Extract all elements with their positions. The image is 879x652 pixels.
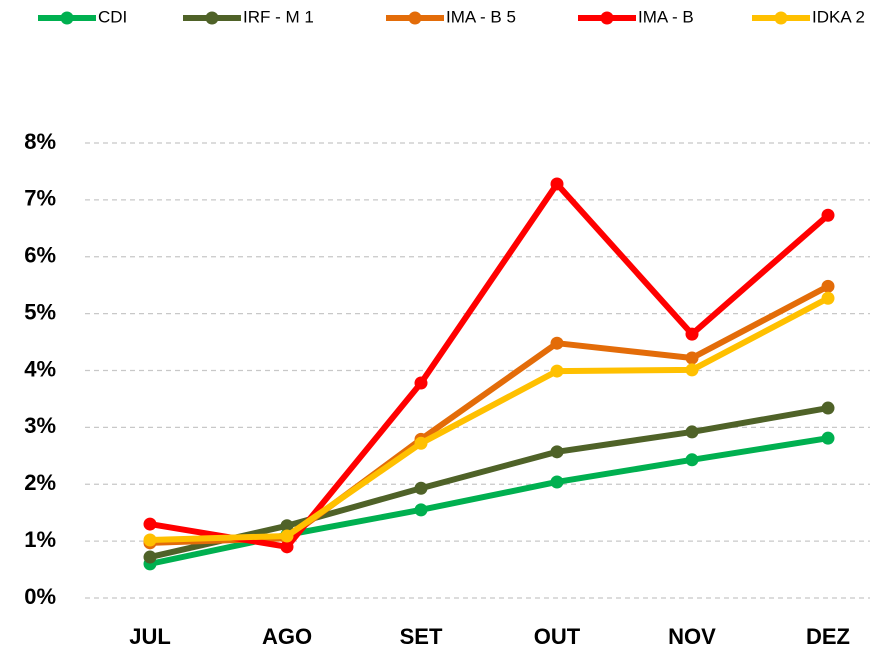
y-tick-label: 7% [24,186,56,211]
point [414,376,428,390]
point [821,279,835,293]
legend-marker [600,11,614,25]
legend-label: IMA - B [638,7,694,26]
point [143,517,157,531]
legend-marker [60,11,74,25]
legend-label: IRF - M 1 [243,7,314,26]
point [280,529,294,543]
y-tick-label: 5% [24,299,56,324]
point [821,431,835,445]
series-line [149,180,830,550]
y-tick-label: 4% [24,356,56,381]
point [685,453,699,467]
series-line [149,295,830,543]
point [821,291,835,305]
point [143,533,157,547]
x-tick-label: OUT [534,624,581,649]
point [821,208,835,222]
point [550,364,564,378]
point [685,425,699,439]
x-tick-label: DEZ [806,624,850,649]
legend-marker [774,11,788,25]
point [550,445,564,459]
legend-marker [205,11,219,25]
legend-marker [408,11,422,25]
point [685,351,699,365]
series-line [149,405,829,560]
point [280,540,294,554]
legend-label: IDKA 2 [812,7,865,26]
y-tick-label: 6% [24,243,56,268]
x-tick-label: JUL [129,624,171,649]
point [414,481,428,495]
point [414,503,428,517]
x-tick-label: AGO [262,624,312,649]
point [550,475,564,489]
point [143,550,157,564]
point [685,363,699,377]
y-tick-label: 2% [24,470,56,495]
point [280,519,294,533]
y-tick-label: 8% [24,129,56,154]
x-tick-label: NOV [668,624,716,649]
series-line [149,435,829,567]
point [550,336,564,350]
point [550,177,564,191]
y-tick-label: 0% [24,584,56,609]
y-tick-label: 1% [24,527,56,552]
series-line [149,283,830,546]
y-tick-label: 3% [24,413,56,438]
point [821,401,835,415]
point [414,436,428,450]
x-tick-label: SET [400,624,443,649]
legend-label: CDI [98,7,127,26]
legend-label: IMA - B 5 [446,7,516,26]
point [685,327,699,341]
